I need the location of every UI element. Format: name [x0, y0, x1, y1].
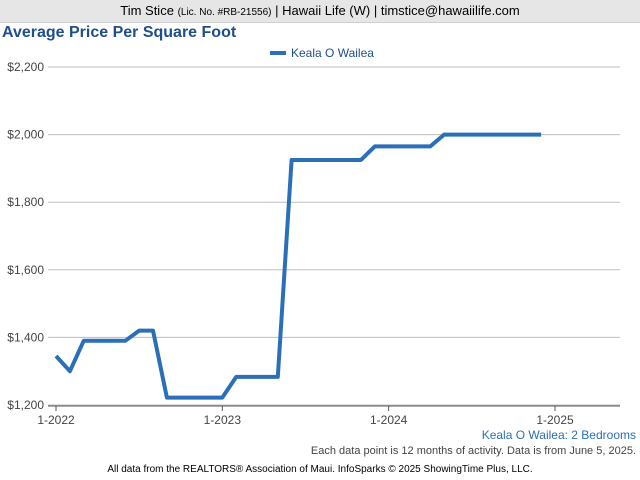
y-tick-label: $1,200	[7, 398, 44, 412]
x-tick-label: 1-2025	[536, 413, 574, 427]
footer-credit: All data from the REALTORS® Association …	[107, 464, 533, 475]
y-tick-label: $1,400	[7, 330, 44, 344]
y-tick-label: $2,000	[7, 128, 44, 142]
chart-subtitle: Keala O Wailea: 2 Bedrooms	[481, 428, 636, 442]
agent-header: Tim Stice (Lic. No. #RB-21556) | Hawaii …	[0, 0, 640, 23]
chart-legend[interactable]: Keala O Wailea	[270, 46, 374, 60]
agent-name: Tim Stice	[120, 3, 174, 18]
y-tick-label: $1,600	[7, 263, 44, 277]
chart-title: Average Price Per Square Foot	[2, 24, 237, 41]
agent-license: (Lic. No. #RB-21556)	[177, 7, 272, 18]
x-tick-label: 1-2022	[37, 413, 75, 427]
x-tick-label: 1-2023	[204, 413, 242, 427]
y-tick-label: $1,800	[7, 195, 44, 209]
series-line	[54, 132, 542, 400]
y-tick-label: $2,200	[7, 60, 44, 74]
x-tick-label: 1-2024	[370, 413, 408, 427]
chart-note: Each data point is 12 months of activity…	[310, 445, 636, 457]
legend-label: Keala O Wailea	[291, 46, 374, 60]
agent-details: | Hawaii Life (W) | timstice@hawaiilife.…	[275, 3, 520, 18]
legend-swatch	[270, 51, 286, 55]
